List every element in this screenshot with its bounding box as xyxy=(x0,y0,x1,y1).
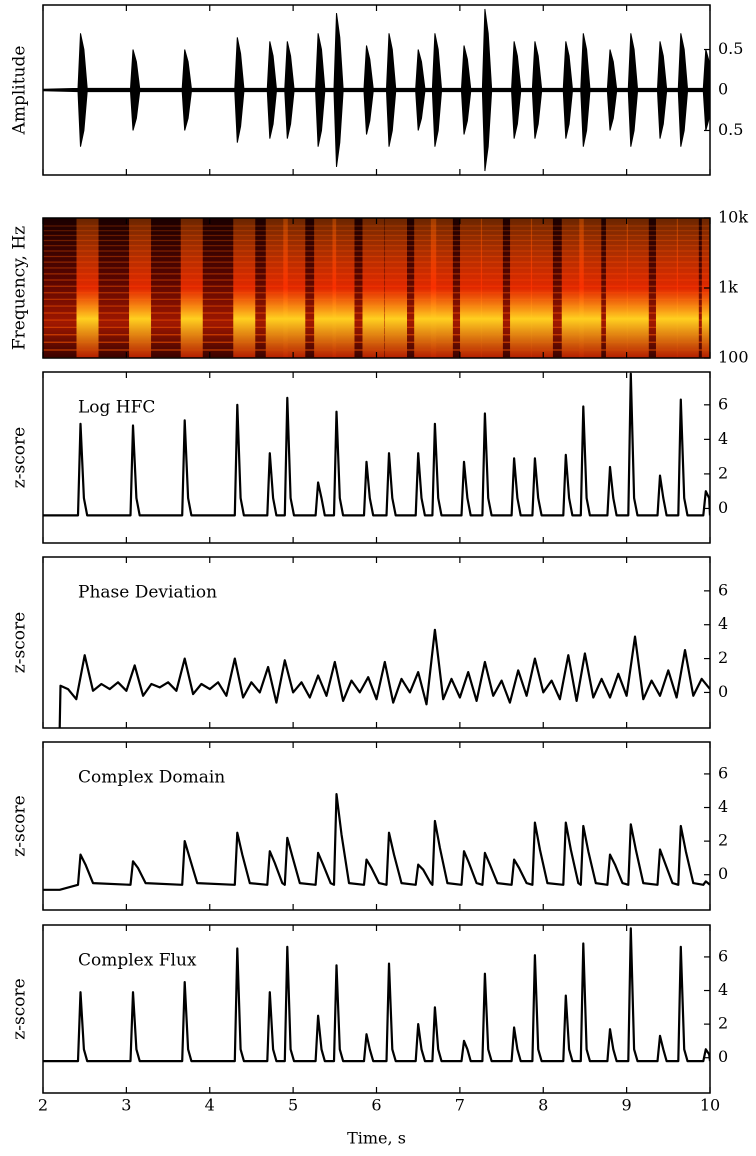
y-axis-label: Amplitude xyxy=(10,46,30,136)
x-tick-label: 8 xyxy=(538,1096,548,1115)
y-tick-label: 6 xyxy=(718,763,728,782)
y-tick-label: 4 xyxy=(718,429,728,448)
odf-line xyxy=(43,372,710,517)
plot-area xyxy=(43,8,710,172)
plot-area xyxy=(43,793,710,891)
onset-streak xyxy=(626,218,649,358)
y-tick-label: 0 xyxy=(718,1047,728,1066)
y-axis-label: Frequency, Hz xyxy=(10,226,30,350)
onset-streak xyxy=(460,218,483,358)
x-tick-label: 5 xyxy=(288,1096,298,1115)
onset-streak xyxy=(605,218,628,358)
panel-title: Phase Deviation xyxy=(78,583,217,603)
onset-streak xyxy=(655,218,678,358)
x-tick-label: 4 xyxy=(205,1096,215,1115)
y-axis-label: z-score xyxy=(10,795,30,856)
y-axis-label: z-score xyxy=(10,978,30,1039)
y-tick-label: 10k xyxy=(718,208,748,227)
y-tick-label: 100 xyxy=(718,348,749,367)
onset-streak xyxy=(265,218,288,358)
x-tick-label: 7 xyxy=(455,1096,465,1115)
onset-streak xyxy=(561,218,584,358)
x-tick-label: 10 xyxy=(700,1096,720,1115)
plot-area xyxy=(43,218,710,358)
y-tick-label: 0.5 xyxy=(718,120,743,139)
y-tick-label: 2 xyxy=(718,831,728,850)
y-tick-label: 2 xyxy=(718,463,728,482)
onset-streak xyxy=(76,218,99,358)
panel-title: Complex Flux xyxy=(78,951,197,971)
y-tick-label: 0 xyxy=(718,498,728,517)
panel: 0 2 4 6 z-score Log HFC xyxy=(10,371,728,544)
onset-streak xyxy=(414,218,437,358)
onset-streak xyxy=(579,218,602,358)
onset-streak xyxy=(314,218,337,358)
y-axis-label: z-score xyxy=(10,612,30,673)
panel-title: Complex Domain xyxy=(78,768,225,788)
panel: 0.5 0 0.5 Amplitude xyxy=(10,4,743,176)
odf-line xyxy=(43,793,710,891)
onset-streak xyxy=(385,218,408,358)
y-tick-label: 0 xyxy=(718,682,728,701)
y-tick-label: 0 xyxy=(718,80,728,99)
onset-streak xyxy=(510,218,533,358)
y-tick-label: 4 xyxy=(718,980,728,999)
onset-streak xyxy=(332,218,355,358)
panel: 0 2 4 6 z-score Complex Domain xyxy=(10,741,728,911)
y-tick-label: 0 xyxy=(718,864,728,883)
x-tick-label: 9 xyxy=(622,1096,632,1115)
onset-streak xyxy=(233,218,256,358)
panel-title: Log HFC xyxy=(78,398,155,418)
odf-line xyxy=(43,927,710,1063)
panel: 0 2 4 6 z-score Phase Deviation xyxy=(10,556,728,729)
y-tick-label: 6 xyxy=(718,394,728,413)
x-tick-label: 6 xyxy=(371,1096,381,1115)
panel: 2 3 4 5 6 7 8 9 10 Time, s 0 2 4 6 z-score Complex Flux xyxy=(10,924,728,1148)
plot-area xyxy=(58,628,710,728)
onset-streak xyxy=(180,218,203,358)
y-tick-label: 6 xyxy=(718,580,728,599)
onset-streak xyxy=(480,218,503,358)
y-tick-label: 1k xyxy=(718,278,738,297)
x-axis-label: Time, s xyxy=(347,1129,406,1148)
x-tick-label: 2 xyxy=(38,1096,48,1115)
y-tick-label: 4 xyxy=(718,614,728,633)
y-tick-label: 2 xyxy=(718,648,728,667)
onset-streak xyxy=(129,218,152,358)
y-tick-label: 6 xyxy=(718,946,728,965)
onset-streak xyxy=(676,218,699,358)
onset-streak xyxy=(530,218,553,358)
y-tick-label: 4 xyxy=(718,797,728,816)
y-tick-label: 0.5 xyxy=(718,39,743,58)
onset-streak xyxy=(283,218,306,358)
onset-streak xyxy=(430,218,453,358)
odf-line xyxy=(58,628,710,728)
plot-area xyxy=(43,927,710,1063)
onset-streak xyxy=(362,218,385,358)
y-tick-label: 2 xyxy=(718,1014,728,1033)
plot-area xyxy=(43,372,710,517)
y-axis-label: z-score xyxy=(10,427,30,488)
x-tick-label: 3 xyxy=(121,1096,131,1115)
panel: 100 1k 10k Frequency, Hz xyxy=(10,208,749,367)
